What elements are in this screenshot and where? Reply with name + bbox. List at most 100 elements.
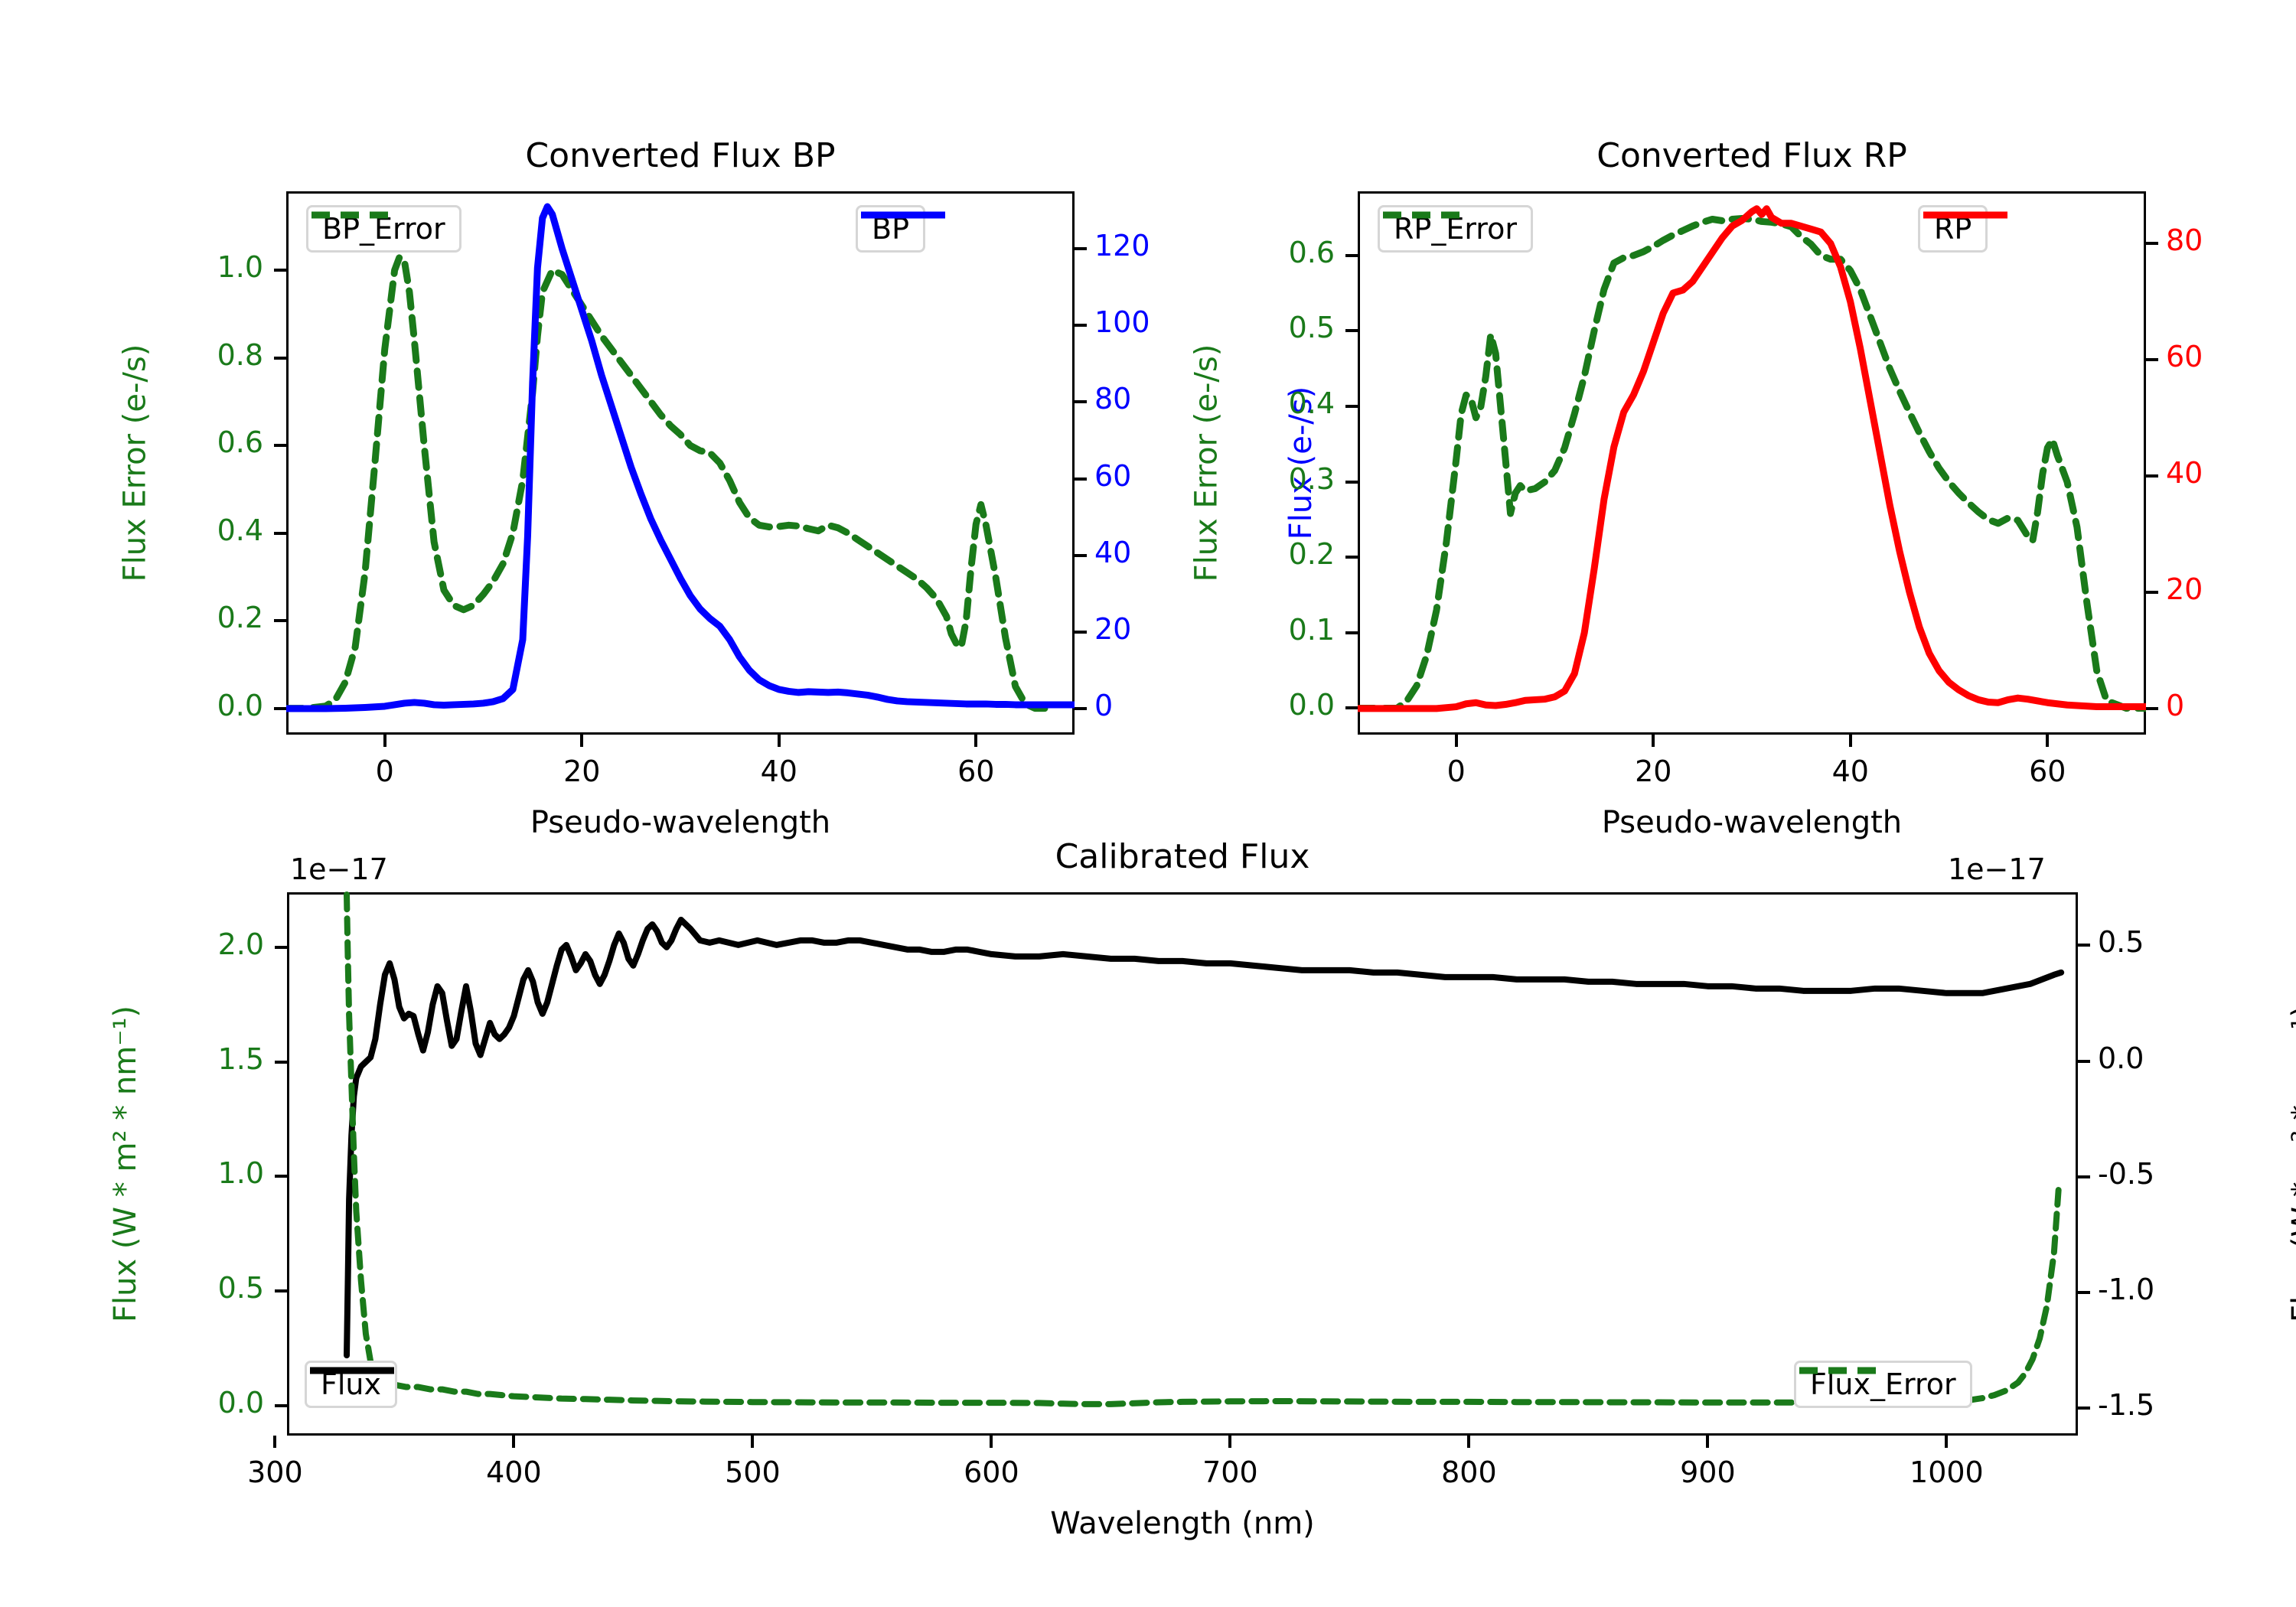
bp-ytickmark-right-2	[1075, 553, 1087, 557]
bp-xtickmark-3	[974, 735, 978, 747]
bp-ytick-right-1: 20	[1094, 611, 1132, 646]
bp-ytick-right-4: 80	[1094, 382, 1132, 416]
bp-ytickmark-right-5	[1075, 324, 1087, 328]
rp-ytickmark-left-4	[1345, 405, 1358, 409]
rp-ytickmark-left-0	[1345, 706, 1358, 710]
rp-legend-left[interactable]: RP_Error	[1378, 205, 1533, 253]
rp-title: Converted Flux RP	[1596, 136, 1907, 175]
rp-series-rp	[1358, 205, 2146, 712]
calibrated-ylabel-right: Flux (W * m² * nm⁻¹)	[2285, 1006, 2296, 1322]
bp-xtickmark-0	[383, 735, 386, 747]
calibrated-legend-right[interactable]: Flux_Error	[1794, 1361, 1972, 1408]
bp-xtick-2: 40	[760, 755, 797, 788]
calibrated-ytick-left-2: 1.0	[217, 1156, 264, 1191]
calibrated-ytickmark-left-4	[275, 945, 287, 949]
bp-ytickmark-right-3	[1075, 477, 1087, 481]
rp-xtick-0: 0	[1446, 755, 1466, 788]
bp-series-bp_error	[286, 253, 1058, 712]
calibrated-ytickmark-right-1	[2078, 1290, 2090, 1294]
calibrated-xtickmark-7	[1945, 1436, 1949, 1448]
calibrated-ytick-right-4: 0.5	[2098, 925, 2144, 960]
calibrated-xtick-4: 700	[1202, 1455, 1258, 1489]
rp-ytickmark-left-1	[1345, 631, 1358, 634]
calibrated-ytick-right-0: -1.5	[2098, 1387, 2155, 1422]
bp-ytick-left-1: 0.2	[217, 601, 263, 635]
calibrated-ytick-right-1: -1.0	[2098, 1272, 2155, 1306]
bp-ytickmark-left-2	[274, 531, 286, 535]
rp-ytick-right-0: 0	[2166, 688, 2185, 722]
calibrated-series-flux	[344, 916, 2065, 1359]
bp-ytick-left-0: 0.0	[217, 688, 263, 722]
rp-ytick-left-0: 0.0	[1288, 688, 1335, 722]
bp-ytick-right-5: 100	[1094, 305, 1150, 340]
calibrated-xtickmark-0	[273, 1436, 277, 1448]
bp-xtick-3: 60	[957, 755, 995, 788]
rp-legend-right[interactable]: RP	[1918, 205, 2007, 253]
calibrated-xtick-2: 500	[725, 1455, 781, 1489]
bp-ytickmark-left-3	[274, 444, 286, 448]
calibrated-plot-area	[287, 892, 2078, 1436]
calibrated-ytickmark-left-1	[275, 1289, 287, 1293]
rp-legend-swatch-right	[1923, 211, 2007, 219]
calibrated-xlabel: Wavelength (nm)	[1050, 1506, 1315, 1541]
rp-ytickmark-left-2	[1345, 556, 1358, 559]
rp-ytickmark-left-6	[1345, 253, 1358, 257]
rp-series-rp_error	[1358, 215, 2146, 712]
bp-ytick-right-3: 60	[1094, 458, 1132, 493]
calibrated-ylabel-left: Flux (W * m² * nm⁻¹)	[107, 1006, 143, 1322]
bp-xtickmark-2	[777, 735, 781, 747]
rp-ytickmark-left-5	[1345, 329, 1358, 333]
calibrated-legend-left[interactable]: Flux	[305, 1361, 397, 1408]
bp-ytick-right-6: 120	[1094, 229, 1150, 263]
calibrated-ytick-left-4: 2.0	[217, 927, 264, 961]
bp-plot-area	[286, 191, 1075, 735]
calibrated-legend-swatch-right	[1799, 1367, 1883, 1374]
rp-ytick-right-2: 40	[2166, 456, 2203, 491]
bp-legend-left[interactable]: BP_Error	[306, 205, 461, 253]
calibrated-ytickmark-left-2	[275, 1175, 287, 1178]
rp-ytick-right-1: 20	[2166, 572, 2203, 606]
rp-xtickmark-2	[1848, 735, 1852, 747]
calibrated-legend-swatch-left	[310, 1367, 394, 1374]
calibrated-ytickmark-right-2	[2078, 1175, 2090, 1178]
bp-series-bp	[286, 203, 1075, 712]
bp-ytick-left-3: 0.6	[217, 425, 263, 460]
bp-ytick-left-5: 1.0	[217, 250, 263, 285]
bp-ytickmark-left-1	[274, 619, 286, 623]
calibrated-xtick-3: 600	[964, 1455, 1019, 1489]
calibrated-ytickmark-right-0	[2078, 1406, 2090, 1410]
rp-ytickmark-right-2	[2146, 474, 2158, 478]
calibrated-xtickmark-1	[512, 1436, 516, 1448]
bp-legend-swatch-left	[311, 211, 396, 219]
rp-ytick-left-3: 0.3	[1288, 461, 1335, 496]
calibrated-ytick-left-3: 1.5	[217, 1041, 264, 1076]
calibrated-xtick-7: 1000	[1910, 1455, 1984, 1489]
rp-ytick-left-1: 0.1	[1288, 612, 1335, 647]
bp-legend-right[interactable]: BP	[856, 205, 945, 253]
calibrated-xtick-0: 300	[247, 1455, 303, 1489]
bp-ytickmark-right-4	[1075, 400, 1087, 404]
rp-ytick-right-4: 80	[2166, 223, 2203, 258]
calibrated-xtickmark-2	[751, 1436, 755, 1448]
calibrated-exponent-right: 1e−17	[1948, 852, 2046, 886]
rp-ytickmark-right-1	[2146, 590, 2158, 594]
rp-ytick-left-4: 0.4	[1288, 386, 1335, 421]
calibrated-ytick-right-3: 0.0	[2098, 1041, 2144, 1075]
rp-ytickmark-right-3	[2146, 358, 2158, 362]
calibrated-title: Calibrated Flux	[1055, 837, 1310, 876]
bp-ytick-left-4: 0.8	[217, 337, 263, 372]
calibrated-xtickmark-3	[990, 1436, 993, 1448]
bp-ytickmark-left-4	[274, 356, 286, 360]
calibrated-exponent-left: 1e−17	[290, 852, 388, 886]
rp-ytick-right-3: 60	[2166, 340, 2203, 374]
bp-ytickmark-right-0	[1075, 706, 1087, 710]
bp-xlabel: Pseudo-wavelength	[530, 805, 831, 840]
calibrated-xtickmark-4	[1228, 1436, 1232, 1448]
calibrated-ytick-right-2: -0.5	[2098, 1156, 2155, 1191]
calibrated-ytickmark-left-3	[275, 1060, 287, 1064]
